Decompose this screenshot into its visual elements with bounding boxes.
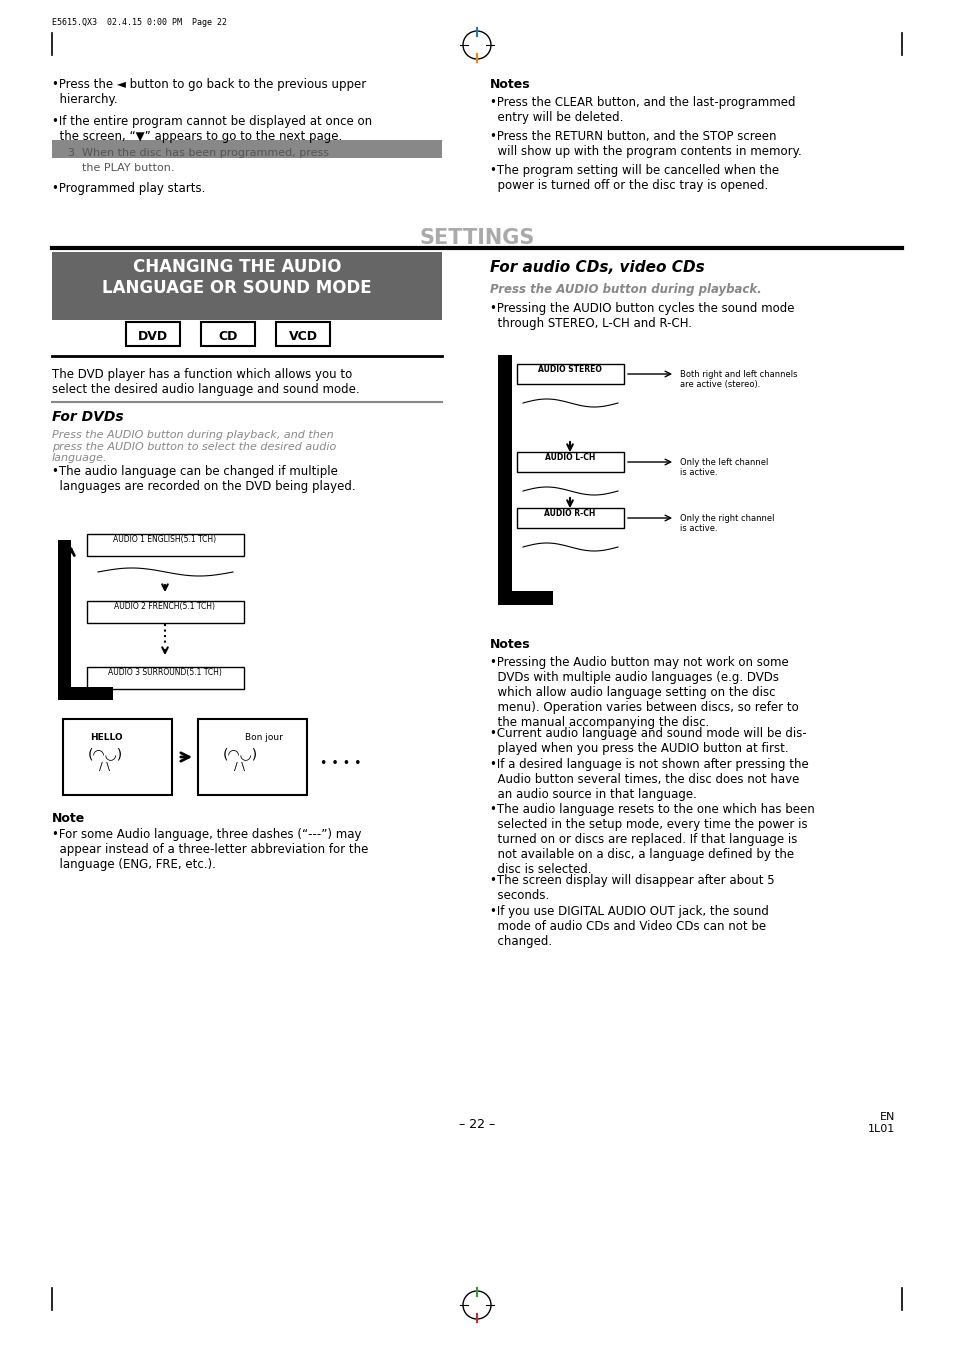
Text: 3  When the disc has been programmed, press: 3 When the disc has been programmed, pre…	[68, 148, 329, 158]
Text: •Press the CLEAR button, and the last-programmed
  entry will be deleted.: •Press the CLEAR button, and the last-pr…	[490, 96, 795, 124]
Text: AUDIO R-CH: AUDIO R-CH	[544, 509, 595, 518]
Text: Only the left channel
is active.: Only the left channel is active.	[679, 459, 767, 478]
Text: the PLAY button.: the PLAY button.	[82, 163, 174, 173]
Text: AUDIO 1 ENGLISH(5.1 TCH): AUDIO 1 ENGLISH(5.1 TCH)	[113, 536, 216, 544]
Text: HELLO: HELLO	[90, 733, 123, 742]
Bar	[52, 252, 441, 320]
FancyBboxPatch shape	[63, 719, 172, 795]
FancyBboxPatch shape	[87, 666, 244, 689]
Text: CHANGING THE AUDIO
LANGUAGE OR SOUND MODE: CHANGING THE AUDIO LANGUAGE OR SOUND MOD…	[102, 258, 372, 297]
Text: VCD: VCD	[288, 331, 317, 343]
Text: Press the AUDIO button during playback, and then
press the AUDIO button to selec: Press the AUDIO button during playback, …	[52, 430, 335, 463]
FancyBboxPatch shape	[198, 719, 307, 795]
Text: AUDIO L-CH: AUDIO L-CH	[544, 453, 595, 461]
Text: E5615.QX3  02.4.15 0:00 PM  Page 22: E5615.QX3 02.4.15 0:00 PM Page 22	[52, 18, 227, 27]
Bar	[58, 540, 71, 700]
Text: SETTINGS: SETTINGS	[419, 228, 534, 248]
Text: Note: Note	[52, 812, 85, 826]
Text: •If the entire program cannot be displayed at once on
  the screen, “▼” appears : •If the entire program cannot be display…	[52, 115, 372, 143]
Text: •Programmed play starts.: •Programmed play starts.	[52, 182, 205, 196]
FancyBboxPatch shape	[517, 509, 623, 527]
Text: (◠◡): (◠◡)	[88, 747, 122, 761]
Text: •Press the ◄ button to go back to the previous upper
  hierarchy.: •Press the ◄ button to go back to the pr…	[52, 78, 366, 107]
FancyBboxPatch shape	[126, 322, 180, 345]
Text: •Pressing the AUDIO button cycles the sound mode
  through STEREO, L-CH and R-CH: •Pressing the AUDIO button cycles the so…	[490, 302, 794, 331]
Text: AUDIO 2 FRENCH(5.1 TCH): AUDIO 2 FRENCH(5.1 TCH)	[114, 602, 215, 611]
Text: Press the AUDIO button during playback.: Press the AUDIO button during playback.	[490, 283, 760, 295]
FancyBboxPatch shape	[517, 364, 623, 384]
FancyBboxPatch shape	[87, 534, 244, 556]
Text: •The audio language can be changed if multiple
  languages are recorded on the D: •The audio language can be changed if mu…	[52, 465, 355, 492]
Text: AUDIO 3 SURROUND(5.1 TCH): AUDIO 3 SURROUND(5.1 TCH)	[108, 668, 222, 677]
Text: •If a desired language is not shown after pressing the
  Audio button several ti: •If a desired language is not shown afte…	[490, 758, 808, 801]
FancyBboxPatch shape	[517, 452, 623, 472]
Bar	[497, 355, 512, 604]
Text: Notes: Notes	[490, 78, 530, 90]
Text: Notes: Notes	[490, 638, 530, 652]
Text: (◠◡): (◠◡)	[222, 747, 257, 761]
Text: •Current audio language and sound mode will be dis-
  played when you press the : •Current audio language and sound mode w…	[490, 727, 806, 755]
Text: EN
1L01: EN 1L01	[867, 1112, 894, 1133]
FancyBboxPatch shape	[275, 322, 330, 345]
Text: Both right and left channels
are active (stereo).: Both right and left channels are active …	[679, 370, 797, 390]
Text: •The program setting will be cancelled when the
  power is turned off or the dis: •The program setting will be cancelled w…	[490, 165, 779, 192]
Text: •Press the RETURN button, and the STOP screen
  will show up with the program co: •Press the RETURN button, and the STOP s…	[490, 130, 801, 158]
Text: •Pressing the Audio button may not work on some
  DVDs with multiple audio langu: •Pressing the Audio button may not work …	[490, 656, 798, 728]
Text: For DVDs: For DVDs	[52, 410, 124, 424]
Text: •The screen display will disappear after about 5
  seconds.: •The screen display will disappear after…	[490, 874, 774, 902]
Text: •The audio language resets to the one which has been
  selected in the setup mod: •The audio language resets to the one wh…	[490, 803, 814, 876]
Text: – 22 –: – 22 –	[458, 1118, 495, 1130]
Bar	[52, 140, 441, 158]
Text: / \: / \	[99, 762, 111, 772]
Text: Only the right channel
is active.: Only the right channel is active.	[679, 514, 774, 533]
Bar	[58, 687, 112, 700]
FancyBboxPatch shape	[201, 322, 254, 345]
Text: •For some Audio language, three dashes (“---”) may
  appear instead of a three-l: •For some Audio language, three dashes (…	[52, 828, 368, 871]
Text: AUDIO STEREO: AUDIO STEREO	[537, 366, 601, 374]
Text: / \: / \	[234, 762, 245, 772]
Bar	[497, 591, 553, 604]
Text: For audio CDs, video CDs: For audio CDs, video CDs	[490, 260, 704, 275]
Text: CD: CD	[218, 331, 237, 343]
Text: •If you use DIGITAL AUDIO OUT jack, the sound
  mode of audio CDs and Video CDs : •If you use DIGITAL AUDIO OUT jack, the …	[490, 905, 768, 948]
Text: DVD: DVD	[138, 331, 168, 343]
Text: • • • •: • • • •	[319, 757, 361, 770]
Text: The DVD player has a function which allows you to
select the desired audio langu: The DVD player has a function which allo…	[52, 368, 359, 397]
FancyBboxPatch shape	[87, 602, 244, 623]
Text: Bon jour: Bon jour	[245, 733, 283, 742]
